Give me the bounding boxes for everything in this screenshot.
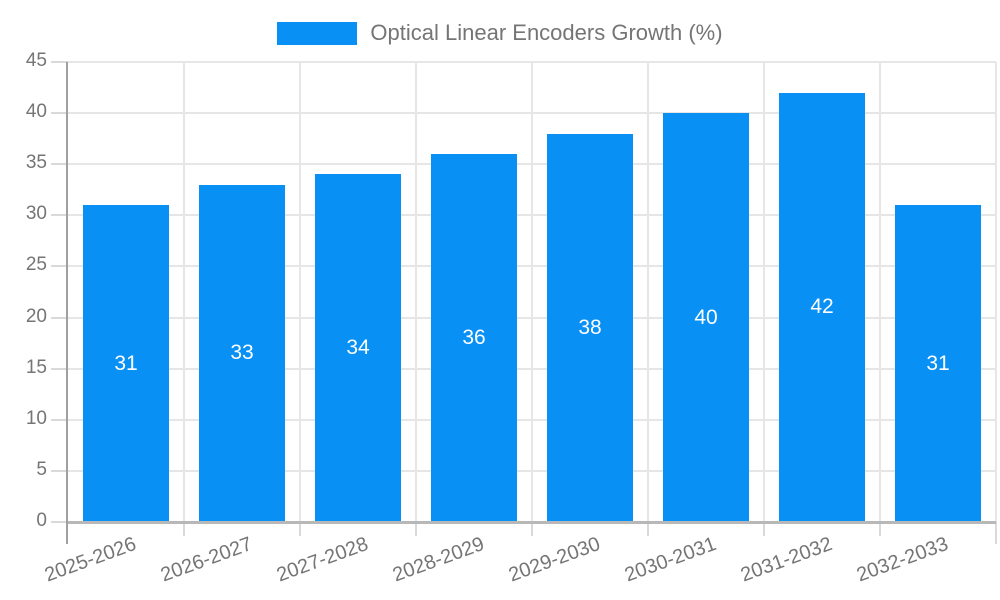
x-axis-tick	[995, 522, 997, 544]
bar-value-label: 40	[694, 305, 718, 329]
bar[interactable]	[199, 184, 285, 522]
y-axis-tick	[51, 367, 68, 370]
x-axis-tick	[647, 522, 649, 536]
vertical-gridline	[879, 62, 881, 522]
bar-value-label: 38	[578, 315, 602, 339]
bar[interactable]	[663, 113, 749, 522]
x-axis-label: 2031-2032	[738, 533, 836, 587]
vertical-gridline	[995, 62, 997, 522]
y-axis-line	[66, 62, 68, 544]
x-axis-label: 2032-2033	[854, 533, 952, 587]
bar[interactable]	[547, 133, 633, 522]
y-axis-tick	[51, 61, 68, 63]
vertical-gridline	[183, 62, 185, 522]
bar-value-label: 31	[926, 351, 950, 375]
y-axis-tick	[51, 214, 68, 217]
x-axis-tick	[879, 522, 881, 536]
bar-value-label: 34	[346, 336, 370, 360]
y-axis-tick	[51, 316, 68, 319]
y-axis-label: 10	[25, 407, 47, 429]
y-axis-tick	[51, 521, 68, 523]
x-axis-label: 2026-2027	[158, 533, 256, 587]
y-axis-label: 45	[25, 50, 47, 71]
bar[interactable]	[779, 92, 865, 522]
vertical-gridline	[299, 62, 301, 522]
legend[interactable]: Optical Linear Encoders Growth (%)	[0, 20, 1000, 46]
y-axis-tick	[51, 265, 68, 268]
x-axis-tick	[763, 522, 765, 536]
bar-value-label: 42	[810, 295, 834, 319]
x-axis-label: 2028-2029	[390, 533, 488, 587]
bar-value-label: 36	[462, 326, 486, 349]
x-axis-label: 2029-2030	[506, 533, 604, 587]
x-axis-baseline	[68, 521, 996, 524]
bar-value-label: 31	[114, 351, 138, 375]
x-axis-label: 2025-2026	[42, 533, 140, 587]
vertical-gridline	[531, 62, 533, 522]
legend-label: Optical Linear Encoders Growth (%)	[370, 20, 723, 45]
y-axis-label: 30	[25, 203, 47, 225]
bar[interactable]	[83, 205, 169, 522]
y-axis-label: 20	[25, 305, 47, 327]
y-axis-label: 35	[25, 152, 47, 174]
legend-swatch	[277, 21, 358, 45]
y-axis-label: 5	[36, 458, 47, 480]
y-axis-label: 15	[25, 356, 47, 378]
bar[interactable]	[431, 154, 517, 522]
bar[interactable]	[315, 174, 401, 522]
x-axis-tick	[299, 522, 301, 536]
y-axis-label: 40	[25, 101, 47, 123]
x-axis-tick	[531, 522, 533, 536]
y-axis-tick	[51, 163, 68, 166]
vertical-gridline	[647, 62, 649, 522]
x-axis-label: 2027-2028	[274, 533, 372, 587]
bar-value-label: 33	[230, 341, 254, 365]
x-axis-label: 2030-2031	[622, 533, 720, 587]
y-axis-tick	[51, 418, 68, 421]
x-axis-tick	[415, 522, 417, 536]
vertical-gridline	[415, 62, 417, 522]
y-axis-tick	[51, 112, 68, 115]
vertical-gridline	[763, 62, 765, 522]
x-axis-tick	[183, 522, 185, 536]
y-axis-label: 0	[36, 510, 47, 531]
y-axis-label: 25	[25, 254, 47, 276]
y-axis-tick	[51, 469, 68, 472]
bar[interactable]	[895, 205, 981, 522]
